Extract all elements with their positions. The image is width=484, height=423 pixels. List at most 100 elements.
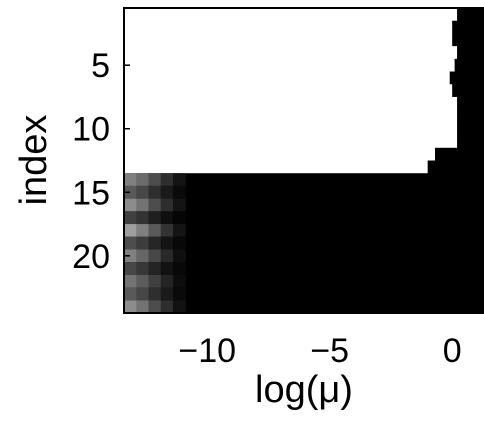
heatmap-row-18-cell-3 (160, 224, 174, 238)
x-tick-label: 0 (443, 332, 462, 370)
heatmap-row-20-cell-3 (160, 249, 174, 263)
heatmap-row-24-cell-1 (136, 300, 150, 314)
heatmap-row-21-cell-2 (148, 262, 162, 276)
heatmap-row-3-white (124, 33, 453, 47)
heatmap-row-24-cell-4 (172, 300, 186, 314)
heatmap-row-16-black (124, 198, 484, 212)
heatmap-row-19-black (124, 236, 484, 251)
heatmap-row-21-cell-1 (136, 262, 150, 276)
heatmap-row-21-black (124, 262, 484, 276)
heatmap-row-15-cell-2 (148, 185, 162, 200)
heatmap-row-16-cell-3 (160, 198, 174, 212)
heatmap-row-10-white (124, 122, 458, 136)
heatmap-row-16-cell-4 (172, 198, 186, 212)
heatmap-row-17-black (124, 211, 484, 225)
heatmap-row-16-cell-1 (136, 198, 150, 212)
heatmap-row-5-black (454, 58, 484, 73)
heatmap-row-19-cell-3 (160, 236, 174, 251)
heatmap-row-22-cell-0 (124, 274, 137, 289)
heatmap-row-7-white (124, 84, 453, 98)
heatmap-row-23-cell-2 (148, 287, 162, 301)
heatmap-row-20-cell-1 (136, 249, 150, 263)
heatmap-row-9-black (457, 109, 484, 123)
heatmap-row-15-cell-4 (172, 185, 186, 200)
heatmap-row-24-black (124, 300, 484, 314)
heatmap-row-22-cell-2 (148, 274, 162, 289)
heatmap-row-13-white (124, 160, 428, 174)
heatmap-row-2-white (124, 20, 453, 35)
heatmap-row-18-black (124, 224, 484, 238)
heatmap-row-18-cell-4 (172, 224, 186, 238)
heatmap-row-2-black (452, 20, 484, 35)
heatmap-row-17-cell-2 (148, 211, 162, 225)
heatmap-row-23-cell-4 (172, 287, 186, 301)
x-tick-label: −5 (310, 332, 349, 370)
heatmap-row-12-white (124, 147, 436, 162)
heatmap-row-22-cell-1 (136, 274, 150, 289)
heatmap-row-17-cell-3 (160, 211, 174, 225)
heatmap-row-3-black (452, 33, 484, 47)
heatmap-row-19-cell-2 (148, 236, 162, 251)
heatmap-row-8-black (457, 96, 484, 111)
heatmap-row-23-black (124, 287, 484, 301)
heatmap-row-17-cell-0 (124, 211, 137, 225)
heatmap-row-16-cell-2 (148, 198, 162, 212)
heatmap-row-21-cell-3 (160, 262, 174, 276)
y-axis-label: index (13, 115, 55, 206)
plot-frame (123, 7, 484, 314)
heatmap-row-17-cell-4 (172, 211, 186, 225)
heatmap-row-18-cell-2 (148, 224, 162, 238)
heatmap-row-14-black (124, 173, 484, 187)
heatmap-row-14-cell-2 (148, 173, 162, 187)
heatmap-row-15-black (124, 185, 484, 200)
y-tick-label: 15 (72, 174, 110, 212)
heatmap-row-1-black (457, 8, 484, 22)
heatmap-row-20-cell-4 (172, 249, 186, 263)
heatmap-row-14-cell-0 (124, 173, 137, 187)
heatmap-row-18-cell-0 (124, 224, 137, 238)
heatmap-row-20-black (124, 249, 484, 263)
heatmap-row-14-cell-3 (160, 173, 174, 187)
heatmap-row-5-white (124, 58, 455, 73)
y-tick-label: 20 (72, 238, 110, 276)
heatmap-row-15-cell-1 (136, 185, 150, 200)
heatmap-row-21-cell-4 (172, 262, 186, 276)
heatmap-row-14-cell-1 (136, 173, 150, 187)
heatmap-row-17-cell-1 (136, 211, 150, 225)
heatmap-row-10-black (457, 122, 484, 136)
heatmap-row-23-cell-1 (136, 287, 150, 301)
heatmap-row-12-black (435, 147, 484, 162)
heatmap-row-7-black (452, 84, 484, 98)
heatmap-row-6-black (449, 71, 484, 85)
heatmap-row-24-cell-3 (160, 300, 174, 314)
heatmap-row-23-cell-0 (124, 287, 137, 301)
heatmap-row-1-white (124, 8, 458, 22)
heatmap-row-19-cell-4 (172, 236, 186, 251)
heatmap-row-9-white (124, 109, 458, 123)
heatmap-row-15-cell-0 (124, 185, 137, 200)
heatmap-row-22-cell-3 (160, 274, 174, 289)
heatmap-row-24-cell-2 (148, 300, 162, 314)
heatmap-row-13-black (427, 160, 484, 174)
heatmap-row-8-white (124, 96, 458, 111)
axis-ticks: −10 −5 0 5 10 15 20 (72, 47, 461, 370)
heatmap-row-11-black (457, 135, 484, 149)
heatmap-row-14-cell-4 (172, 173, 186, 187)
heatmap-row-11-white (124, 135, 458, 149)
heatmap-row-19-cell-0 (124, 236, 137, 251)
y-tick-label: 10 (72, 111, 110, 149)
heatmap-row-20-cell-2 (148, 249, 162, 263)
heatmap-row-6-white (124, 71, 450, 85)
x-axis-label: log(μ) (255, 369, 353, 411)
y-tick-label: 5 (91, 47, 110, 85)
heatmap-row-15-cell-3 (160, 185, 174, 200)
heatmap-row-16-cell-0 (124, 198, 137, 212)
heatmap-row-4-white (124, 46, 458, 60)
heatmap-cells (124, 8, 484, 314)
heatmap-row-24-cell-0 (124, 300, 137, 314)
heatmap-row-4-black (457, 46, 484, 60)
x-tick-label: −10 (178, 332, 236, 370)
heatmap-row-22-black (124, 274, 484, 289)
heatmap-row-20-cell-0 (124, 249, 137, 263)
